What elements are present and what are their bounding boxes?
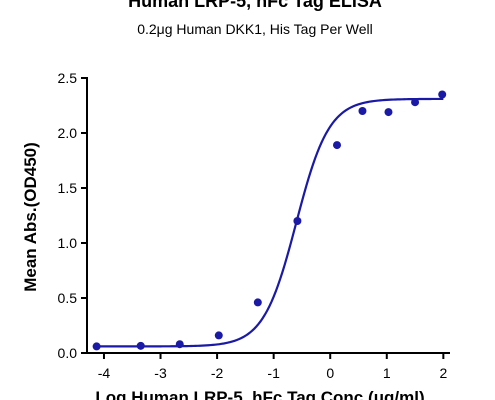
data-point: [92, 342, 101, 351]
chart-title: Human LRP-5, hFc Tag ELISA: [128, 0, 382, 11]
data-point: [384, 108, 393, 117]
data-point: [411, 98, 420, 107]
data-point: [136, 341, 145, 350]
data-points: [92, 90, 447, 351]
data-point: [358, 107, 367, 115]
data-point: [175, 340, 184, 349]
y-tick-label: 0.5: [58, 290, 78, 306]
x-tick-label: -1: [267, 365, 280, 381]
x-tick-label: 2: [439, 365, 447, 381]
x-tick-label: -3: [154, 365, 167, 381]
fit-curve: [95, 97, 444, 348]
data-point: [438, 90, 447, 99]
chart-subtitle: 0.2μg Human DKK1, His Tag Per Well: [137, 21, 373, 37]
data-point: [293, 217, 302, 225]
y-tick-label: 2.5: [58, 70, 78, 86]
x-tick-label: 1: [383, 365, 391, 381]
y-tick-label: 2.0: [58, 125, 78, 141]
data-point: [253, 298, 262, 307]
y-axis-label: Mean Abs.(OD450): [21, 142, 40, 292]
y-ticks: 0.0 0.5 1.0 1.5 2.0 2.5: [58, 70, 87, 361]
axes: [86, 77, 450, 354]
x-tick-label: -4: [98, 365, 111, 381]
x-tick-label: -2: [211, 365, 224, 381]
x-axis-label: Log Human LRP-5, hFc Tag Conc.(μg/ml): [95, 388, 424, 400]
x-ticks: -4 -3 -2 -1 0 1 2: [98, 353, 447, 381]
data-point: [333, 141, 342, 150]
y-tick-label: 1.0: [58, 235, 78, 251]
y-tick-label: 0.0: [58, 345, 78, 361]
y-tick-label: 1.5: [58, 180, 78, 196]
data-point: [214, 331, 223, 340]
x-tick-label: 0: [326, 365, 334, 381]
